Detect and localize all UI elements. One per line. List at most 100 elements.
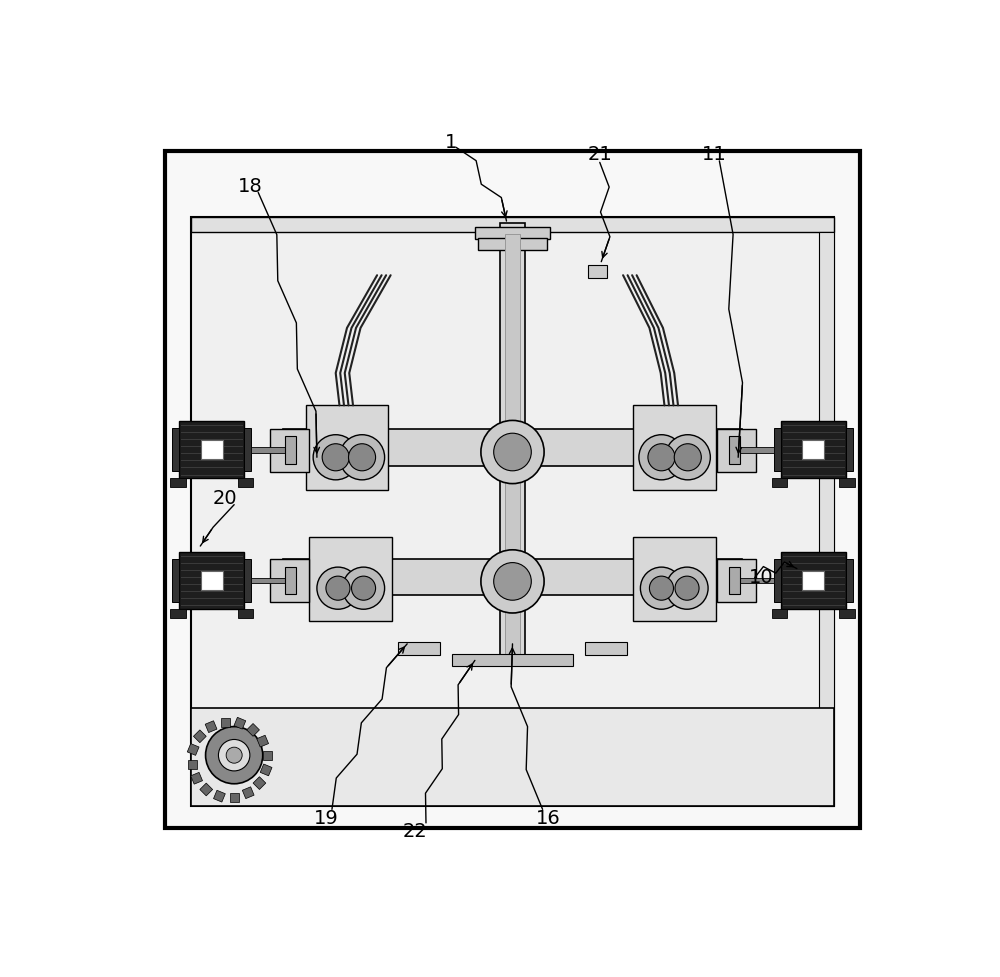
Bar (285, 567, 296, 594)
Circle shape (339, 435, 385, 480)
Text: 11: 11 (702, 146, 726, 164)
Circle shape (640, 567, 683, 610)
Bar (500, 223, 525, 666)
Bar (475, 227, 550, 239)
Bar (257, 736, 269, 747)
Bar (263, 750, 272, 760)
Circle shape (326, 576, 350, 600)
Bar (172, 559, 179, 602)
Bar (247, 724, 259, 737)
Text: 10: 10 (748, 569, 773, 587)
Circle shape (648, 444, 675, 471)
Bar (187, 743, 199, 755)
Bar (221, 717, 230, 727)
Bar (839, 609, 855, 618)
Bar (251, 577, 285, 583)
Circle shape (481, 550, 544, 613)
Circle shape (352, 576, 376, 600)
Bar (819, 233, 834, 806)
Circle shape (639, 435, 684, 480)
Bar (633, 537, 716, 621)
Bar (170, 609, 186, 618)
Bar (309, 537, 392, 621)
Circle shape (494, 563, 531, 600)
Bar (585, 642, 627, 656)
Text: 22: 22 (402, 823, 427, 841)
Text: 21: 21 (587, 146, 612, 164)
Bar (238, 609, 253, 618)
Text: 1: 1 (445, 133, 457, 151)
Circle shape (218, 740, 250, 771)
Bar (740, 577, 774, 583)
Bar (253, 777, 266, 789)
Bar (283, 430, 742, 466)
Bar (285, 436, 296, 464)
Text: 20: 20 (213, 489, 237, 508)
Bar (717, 559, 756, 603)
Bar (283, 559, 742, 595)
Bar (270, 559, 309, 603)
Bar (633, 405, 716, 489)
Bar (846, 428, 853, 471)
Circle shape (494, 433, 531, 471)
Bar (193, 730, 206, 743)
Bar (802, 440, 824, 459)
Bar (781, 421, 846, 478)
Circle shape (666, 567, 708, 610)
Circle shape (317, 567, 359, 610)
Bar (234, 717, 246, 729)
Bar (179, 421, 244, 478)
Bar (452, 655, 573, 666)
Bar (251, 447, 285, 452)
Bar (717, 429, 756, 472)
Circle shape (349, 444, 376, 471)
Bar (260, 764, 272, 776)
Circle shape (226, 747, 242, 763)
Bar (802, 571, 824, 590)
Bar (729, 436, 740, 464)
Bar (740, 447, 774, 452)
Bar (588, 265, 607, 278)
Circle shape (649, 576, 673, 600)
Text: 18: 18 (238, 177, 263, 196)
Bar (774, 428, 781, 471)
Text: 16: 16 (536, 809, 561, 828)
Circle shape (674, 444, 701, 471)
Bar (772, 609, 787, 618)
Circle shape (322, 444, 349, 471)
Bar (188, 760, 197, 769)
Bar (772, 478, 787, 488)
Bar (200, 784, 213, 796)
Bar (179, 552, 244, 609)
Circle shape (342, 567, 385, 610)
Bar (172, 428, 179, 471)
Bar (781, 552, 846, 609)
Bar (505, 234, 520, 656)
Circle shape (665, 435, 710, 480)
Bar (230, 792, 239, 802)
Bar (270, 429, 309, 472)
Bar (170, 478, 186, 488)
Bar (242, 786, 254, 798)
Bar (201, 440, 223, 459)
Bar (846, 559, 853, 602)
Bar (839, 478, 855, 488)
Bar (774, 559, 781, 602)
Bar (478, 237, 547, 250)
Bar (398, 642, 440, 656)
Circle shape (313, 435, 358, 480)
Bar (191, 773, 203, 785)
Bar (191, 217, 834, 806)
Bar (238, 478, 253, 488)
Circle shape (675, 576, 699, 600)
Bar (191, 217, 834, 233)
Circle shape (206, 727, 263, 784)
Text: 19: 19 (314, 809, 338, 828)
Bar (201, 571, 223, 590)
Bar (244, 559, 251, 602)
Circle shape (481, 420, 544, 484)
Bar (244, 428, 251, 471)
Bar (205, 721, 217, 733)
Bar (191, 707, 834, 806)
Bar (214, 790, 225, 802)
